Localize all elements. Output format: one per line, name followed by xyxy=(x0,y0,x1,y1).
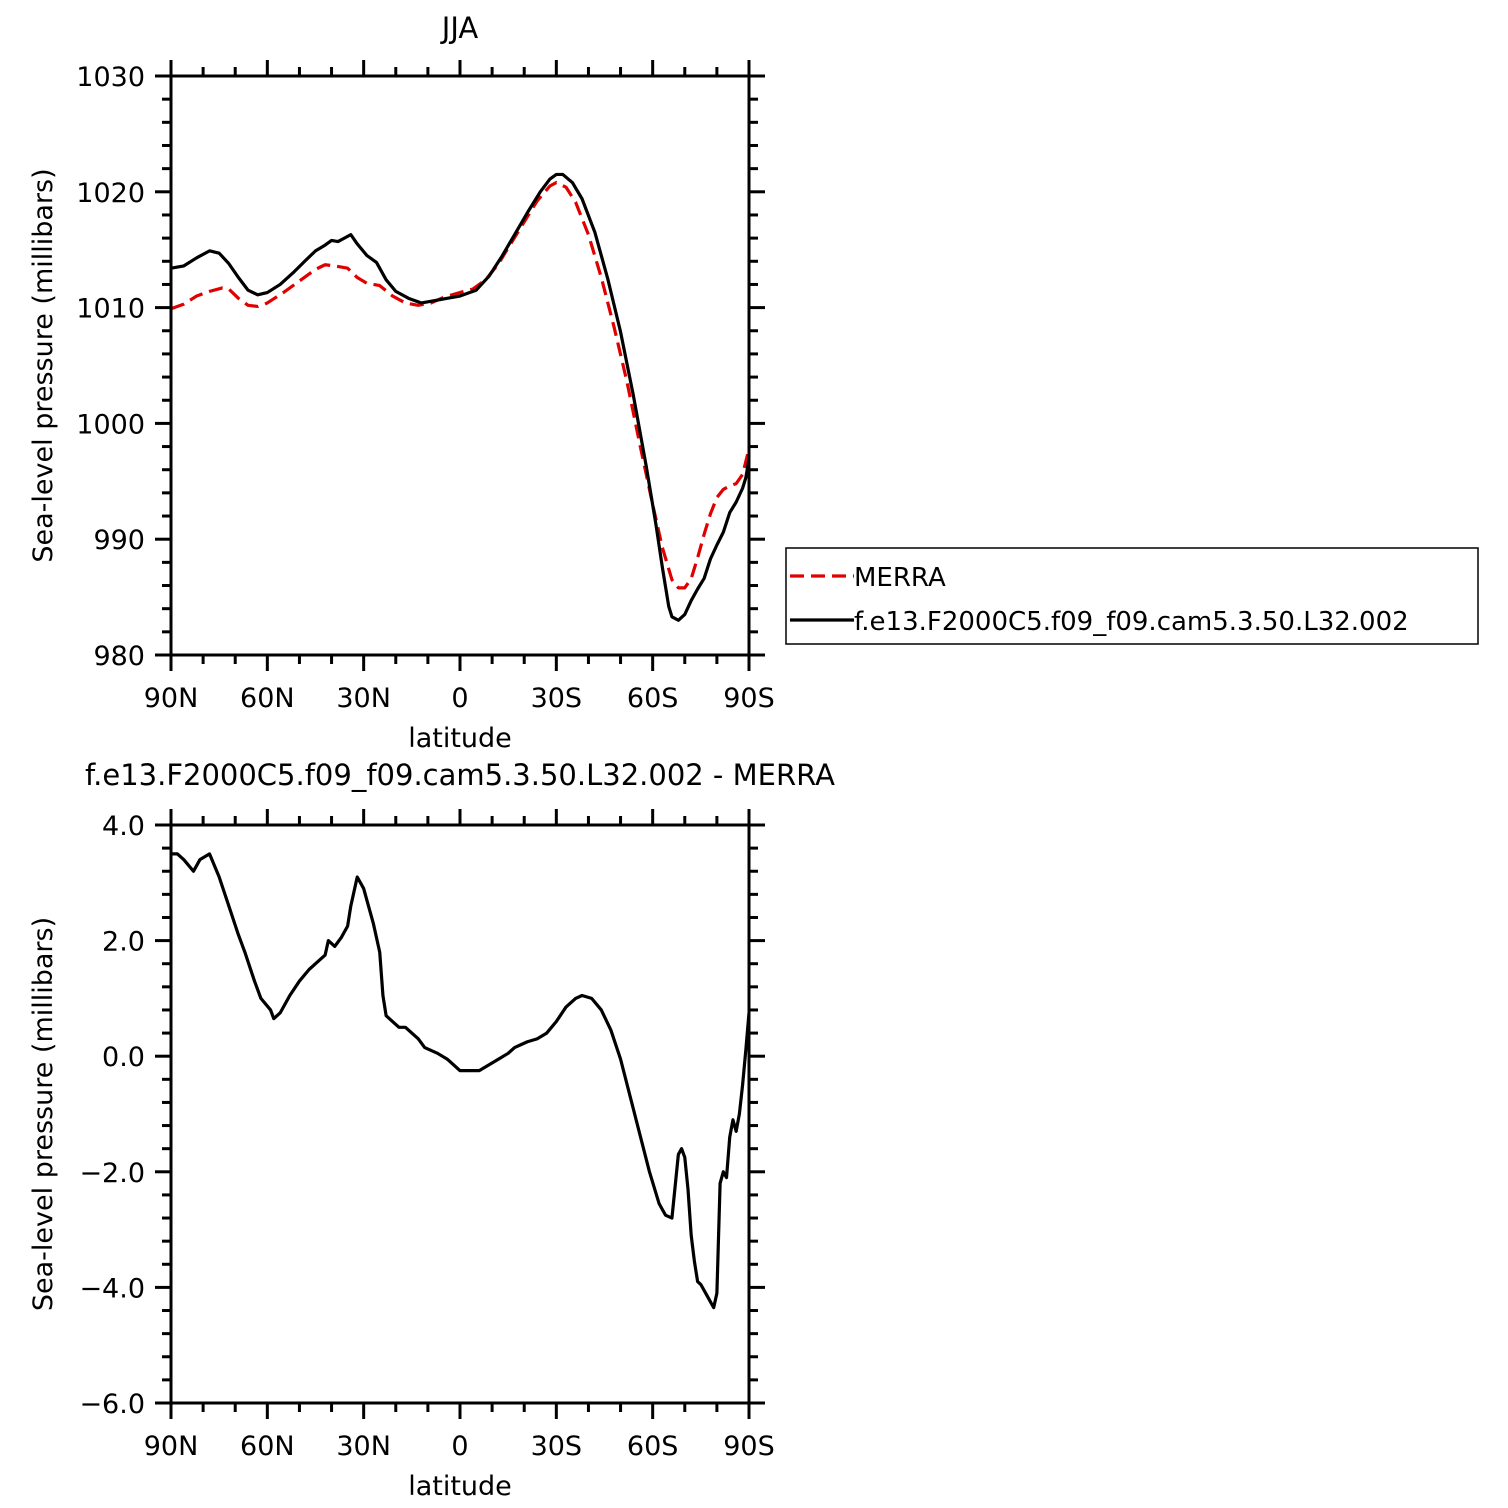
x-tick-label: 30S xyxy=(531,1431,583,1462)
y-tick-label: 2.0 xyxy=(102,927,145,958)
x-tick-label: 30N xyxy=(336,1431,391,1462)
x-tick-label: 90N xyxy=(144,683,199,714)
legend-label-1: MERRA xyxy=(854,563,946,593)
chart-title: JJA xyxy=(440,11,479,45)
y-tick-label: −6.0 xyxy=(79,1389,145,1420)
y-axis-label: Sea-level pressure (millibars) xyxy=(28,168,59,562)
y-tick-label: 1000 xyxy=(76,409,145,440)
x-tick-label: 30N xyxy=(336,683,391,714)
x-tick-label: 90S xyxy=(723,1431,775,1462)
x-tick-label: 90S xyxy=(723,683,775,714)
legend-label-2: f.e13.F2000C5.f09_f09.cam5.3.50.L32.002 xyxy=(854,607,1409,637)
y-tick-label: 990 xyxy=(93,525,145,556)
x-tick-label: 0 xyxy=(451,1431,468,1462)
y-axis-label: Sea-level pressure (millibars) xyxy=(28,917,59,1311)
y-tick-label: 1030 xyxy=(76,62,145,93)
series-line-1 xyxy=(170,180,751,590)
x-axis-label: latitude xyxy=(408,1471,512,1502)
x-tick-label: 90N xyxy=(144,1431,199,1462)
chart-1: JJA 90N 60N 30N 0 30S 60S 90S 980 990 1000 1010 1020… xyxy=(28,11,1479,754)
chart-2: f.e13.F2000C5.f09_f09.cam5.3.50.L32.002 … xyxy=(28,758,835,1502)
y-tick-label: 0.0 xyxy=(102,1042,145,1073)
y-tick-label: 1010 xyxy=(76,294,145,325)
y-tick-label: −4.0 xyxy=(79,1273,145,1304)
legend: MERRA f.e13.F2000C5.f09_f09.cam5.3.50.L32… xyxy=(785,547,1479,645)
x-axis-label: latitude xyxy=(408,723,512,754)
x-tick-label: 60N xyxy=(240,683,295,714)
plot-frame xyxy=(169,823,751,1405)
y-tick-label: 1020 xyxy=(76,178,145,209)
x-tick-label: 60N xyxy=(240,1431,295,1462)
x-tick-label: 30S xyxy=(531,683,583,714)
chart-title: f.e13.F2000C5.f09_f09.cam5.3.50.L32.002 … xyxy=(85,758,835,792)
x-tick-label: 60S xyxy=(627,1431,679,1462)
y-tick-label: −2.0 xyxy=(79,1158,145,1189)
series-line-2 xyxy=(170,172,751,622)
series-line-1 xyxy=(171,852,751,1310)
x-tick-label: 60S xyxy=(627,683,679,714)
y-tick-label: 4.0 xyxy=(102,811,145,842)
y-tick-label: 980 xyxy=(93,641,145,672)
legend-box xyxy=(785,547,1479,645)
x-tick-label: 0 xyxy=(451,683,468,714)
